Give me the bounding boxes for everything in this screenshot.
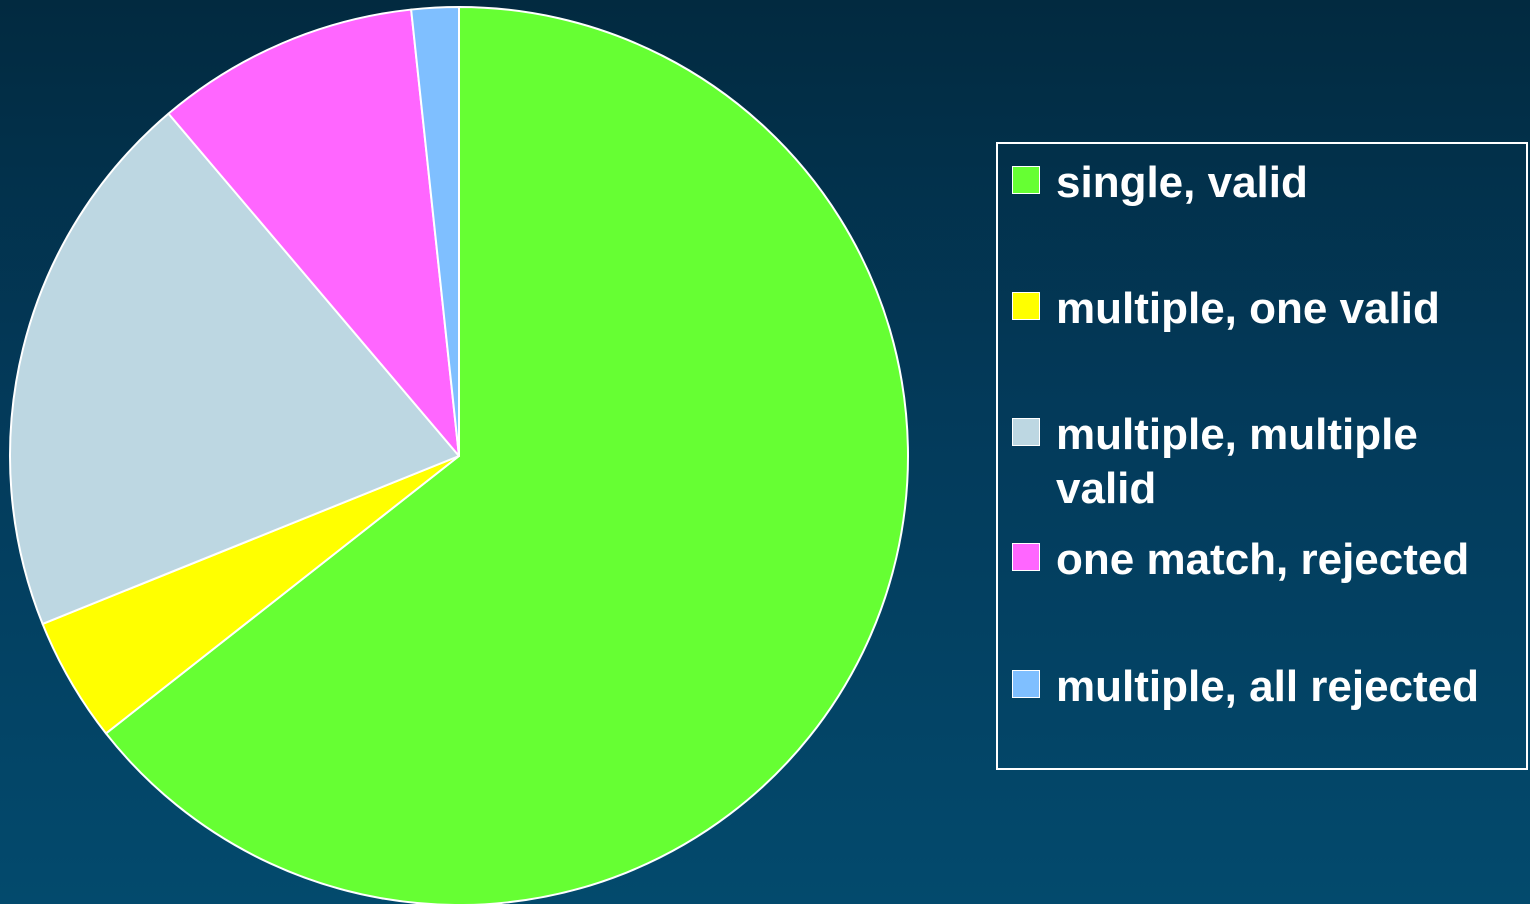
legend-label: multiple, one valid — [1056, 284, 1440, 333]
pie-slice-multiple-all-rejected — [410, 6, 460, 457]
pie-slice-single-valid — [104, 6, 909, 904]
pie-slice-one-match-rejected — [167, 8, 460, 457]
legend-swatch — [1012, 670, 1040, 698]
legend-label: multiple, multiple valid — [1056, 410, 1418, 513]
legend-swatch — [1012, 292, 1040, 320]
legend-swatch — [1012, 418, 1040, 446]
legend-label: one match, rejected — [1056, 535, 1470, 584]
pie-slice-multiple-multiple-valid — [9, 112, 460, 625]
legend-label: single, valid — [1056, 158, 1308, 207]
legend-swatch — [1012, 543, 1040, 571]
legend: single, valid multiple, one valid multip… — [996, 142, 1528, 770]
legend-item-one-match-rejected: one match, rejected — [1012, 533, 1516, 587]
legend-item-multiple-one-valid: multiple, one valid — [1012, 282, 1516, 336]
pie-chart — [9, 6, 909, 904]
legend-item-single-valid: single, valid — [1012, 156, 1516, 210]
legend-swatch — [1012, 166, 1040, 194]
legend-item-multiple-multiple-valid: multiple, multiple valid — [1012, 408, 1476, 516]
legend-label: multiple, all rejected — [1056, 662, 1480, 711]
legend-item-multiple-all-rejected: multiple, all rejected — [1012, 660, 1516, 714]
